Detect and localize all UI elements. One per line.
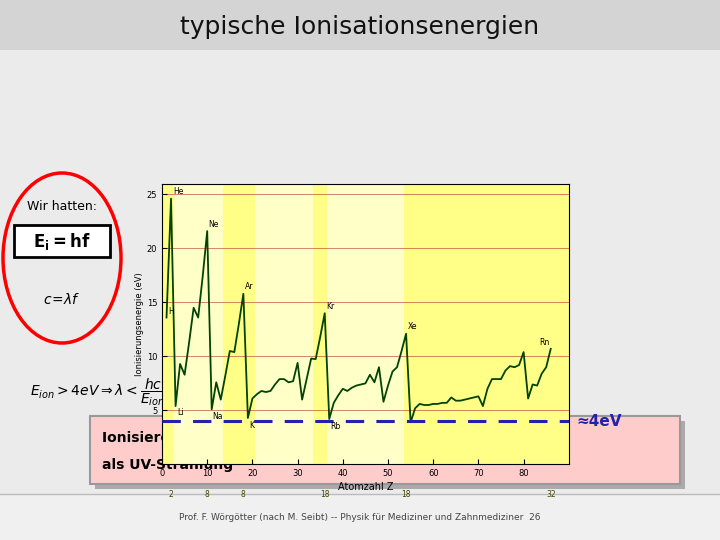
- Text: 2: 2: [168, 490, 174, 499]
- Text: ≈4eV: ≈4eV: [577, 414, 622, 429]
- Text: Ar: Ar: [245, 282, 253, 292]
- Text: Prof. F. Wörgötter (nach M. Seibt) -- Physik für Mediziner und Zahnmediziner  26: Prof. F. Wörgötter (nach M. Seibt) -- Ph…: [179, 512, 541, 522]
- Y-axis label: Ionisierungsenergie (eV): Ionisierungsenergie (eV): [135, 272, 144, 376]
- FancyBboxPatch shape: [0, 494, 720, 540]
- Bar: [404, 184, 569, 464]
- Text: Rb: Rb: [330, 422, 341, 431]
- Bar: [162, 184, 174, 464]
- Text: 18: 18: [401, 490, 411, 499]
- Text: Wir hatten:: Wir hatten:: [27, 199, 97, 213]
- FancyBboxPatch shape: [0, 50, 720, 494]
- Text: $c\!=\!\lambda f$: $c\!=\!\lambda f$: [43, 293, 81, 307]
- Text: Xe: Xe: [408, 322, 417, 332]
- Text: Rn: Rn: [539, 338, 549, 347]
- FancyBboxPatch shape: [90, 416, 680, 484]
- Text: Ne: Ne: [209, 220, 219, 229]
- Text: 18: 18: [320, 490, 330, 499]
- FancyBboxPatch shape: [0, 0, 720, 50]
- Text: als UV-Strahlung: als UV-Strahlung: [102, 458, 233, 472]
- FancyBboxPatch shape: [95, 421, 685, 489]
- Bar: [223, 184, 255, 464]
- Text: $\mathbf{E_i = hf}$: $\mathbf{E_i = hf}$: [33, 231, 91, 252]
- Text: 8: 8: [241, 490, 246, 499]
- Bar: [313, 184, 327, 464]
- Text: 8: 8: [204, 490, 210, 499]
- Text: Ionisierende Strahlung ist kurzwelliger (energiereicher): Ionisierende Strahlung ist kurzwelliger …: [102, 431, 540, 445]
- Text: → UV-Strahlung: → UV-Strahlung: [400, 385, 508, 399]
- FancyBboxPatch shape: [14, 225, 110, 257]
- Text: H: H: [168, 307, 174, 316]
- Text: typische Ionisationsenergien: typische Ionisationsenergien: [181, 15, 539, 39]
- Text: He: He: [174, 187, 184, 197]
- Text: 32: 32: [546, 490, 556, 499]
- Text: Kr: Kr: [326, 302, 334, 311]
- X-axis label: Atomzahl Z: Atomzahl Z: [338, 482, 393, 492]
- Text: K: K: [249, 421, 253, 430]
- Text: Li: Li: [177, 408, 184, 417]
- Text: $E_{ion} > 4eV \Rightarrow \lambda < \dfrac{hc}{E_{ion}} \approx 300nm$: $E_{ion} > 4eV \Rightarrow \lambda < \df…: [30, 376, 233, 408]
- Text: Na: Na: [212, 412, 223, 421]
